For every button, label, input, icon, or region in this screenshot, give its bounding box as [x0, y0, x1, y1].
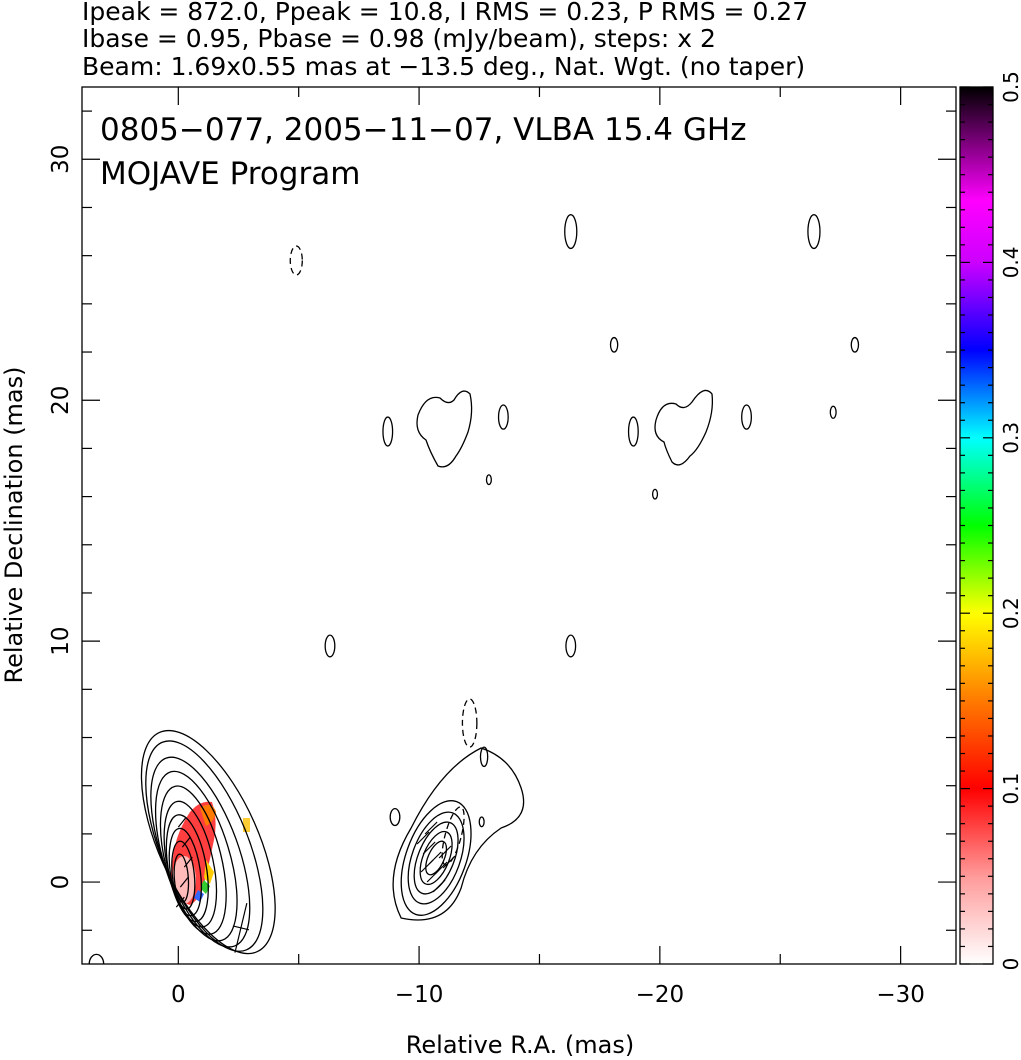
- colorbar-tick-label: 0: [999, 958, 1021, 971]
- isolated-contour: [289, 245, 303, 276]
- evpa-tick: [432, 879, 446, 893]
- knot-contour: [413, 821, 459, 895]
- x-axis-label: Relative R.A. (mas): [406, 1031, 634, 1059]
- colorbar-tick-label: 0.5: [999, 71, 1021, 103]
- isolated-contour: [627, 416, 639, 447]
- y-tick-label: 30: [48, 145, 74, 174]
- colorbar-ticks: [960, 86, 993, 965]
- beam-marker: [232, 902, 250, 953]
- knot-outer-contour: [392, 747, 525, 921]
- colorbar-tick-labels: 0 0.1 0.2 0.3 0.4 0.5: [999, 71, 1021, 970]
- isolated-contours: [88, 214, 860, 964]
- jet-knot-contours: [392, 747, 525, 921]
- evpa-tick: [179, 876, 189, 888]
- core-contours: [140, 729, 276, 955]
- evpa-tick: [426, 869, 440, 883]
- plot-frame: [81, 86, 957, 965]
- y-tick-label: 10: [48, 627, 74, 656]
- evpa-tick: [183, 856, 193, 868]
- isolated-contour: [565, 634, 577, 658]
- isolated-contour: [324, 634, 336, 658]
- isolated-contour: [741, 404, 752, 430]
- colorbar-tick-label: 0.3: [999, 422, 1021, 454]
- core-contour: [171, 840, 196, 910]
- evpa-tick: [181, 836, 191, 848]
- isolated-contour: [479, 746, 489, 768]
- beam-minor-axis: [232, 925, 250, 931]
- plot-area: [88, 214, 860, 964]
- isolated-contour: [850, 336, 860, 353]
- evpa-tick: [422, 841, 436, 855]
- evpa-tick: [438, 845, 452, 859]
- colorbar-tick-label: 0.2: [999, 597, 1021, 629]
- y-tick-label: 0: [48, 875, 74, 890]
- isolated-contour: [609, 336, 619, 353]
- colorbar-tick-label: 0.4: [999, 246, 1021, 278]
- evpa-tick: [177, 816, 187, 828]
- evpa-tick: [416, 831, 430, 845]
- source-annotation: 0805−077, 2005−11−07, VLBA 15.4 GHz: [100, 112, 746, 148]
- isolated-contour: [497, 404, 509, 430]
- header-line-2: Ibase = 0.95, Pbase = 0.98 (mJy/beam), s…: [82, 24, 716, 53]
- cloud-contour-right: [654, 389, 714, 466]
- core-contour: [159, 785, 227, 935]
- knot-contour: [407, 811, 465, 905]
- isolated-contour: [485, 474, 492, 486]
- header-line-1: Ipeak = 872.0, Ppeak = 10.8, I RMS = 0.2…: [82, 0, 808, 26]
- isolated-contour: [461, 698, 478, 748]
- knot-contour: [419, 830, 453, 886]
- header-line-3: Beam: 1.69x0.55 mas at −13.5 deg., Nat. …: [82, 52, 805, 81]
- x-tick-label: −20: [636, 982, 685, 1008]
- y-tick-label: 20: [48, 386, 74, 415]
- colorbar: 0 0.1 0.2 0.3 0.4 0.5: [959, 71, 1021, 970]
- evpa-tick: [442, 855, 456, 869]
- program-annotation: MOJAVE Program: [100, 156, 360, 192]
- core-contour: [165, 814, 209, 923]
- evpa-ticks: [175, 816, 456, 908]
- knot-contour: [400, 800, 472, 916]
- isolated-contour: [389, 807, 401, 827]
- core-contour: [154, 770, 238, 942]
- axis-tick-labels: 0 −10 −20 −30 0 10 20 30: [48, 145, 925, 1008]
- core-contour: [140, 729, 276, 955]
- core-contour: [168, 827, 203, 917]
- evpa-tick: [420, 859, 434, 873]
- colorbar-tick-label: 0.1: [999, 773, 1021, 805]
- isolated-contour: [829, 405, 837, 419]
- x-tick-label: 0: [171, 982, 186, 1008]
- isolated-contour: [564, 214, 578, 250]
- isolated-contour: [651, 488, 659, 500]
- knot-contour: [425, 840, 448, 876]
- isolated-contour: [382, 416, 394, 447]
- evpa-tick: [175, 896, 185, 908]
- polarization-pixels: [170, 801, 250, 905]
- y-axis-label: Relative Declination (mas): [0, 366, 28, 683]
- axis-ticks: [82, 87, 956, 964]
- cloud-contour-left: [416, 390, 473, 468]
- isolated-contour: [478, 816, 485, 828]
- x-tick-label: −10: [395, 982, 444, 1008]
- evpa-tick: [424, 821, 438, 835]
- isolated-contour: [807, 214, 821, 250]
- x-tick-label: −30: [876, 982, 925, 1008]
- diffuse-contours: [416, 389, 714, 468]
- colorbar-gradient: [960, 87, 993, 964]
